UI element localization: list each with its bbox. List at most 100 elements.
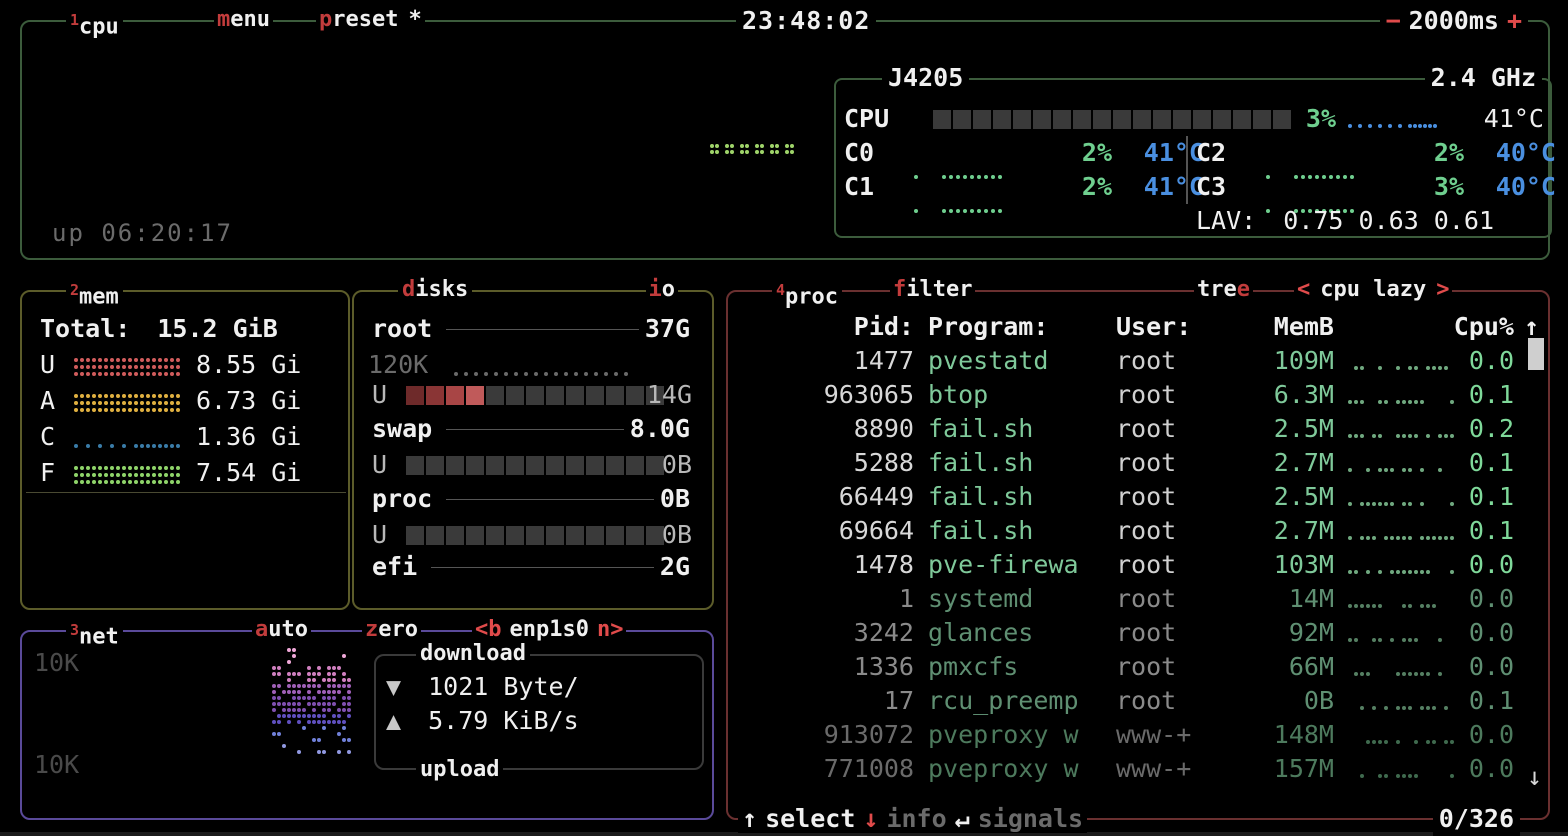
- disk-usage-block: [526, 386, 544, 405]
- disk-entry-header: proc 0B: [372, 482, 702, 516]
- row-mem: 0B: [1303, 686, 1334, 715]
- table-row[interactable]: 1477 pvestatd root 109M 0.0: [728, 344, 1548, 378]
- disk-name: proc: [372, 484, 433, 513]
- row-mem: 157M: [1273, 754, 1334, 783]
- row-cpu-graph: [1348, 536, 1456, 540]
- sort-prev-button[interactable]: <: [1297, 277, 1311, 302]
- col-header-user[interactable]: User:: [1116, 312, 1192, 341]
- disk-usage-block: [446, 386, 464, 405]
- net-auto-button[interactable]: auto: [252, 613, 311, 647]
- interval-decrease-button[interactable]: −: [1385, 6, 1401, 35]
- interface-selector[interactable]: <b enp1s0 n>: [472, 613, 627, 647]
- row-pid: 17: [883, 686, 914, 715]
- disk-entry-header: root 37G: [372, 312, 702, 346]
- select-down-icon[interactable]: ↓: [859, 804, 883, 833]
- net-scale-bottom: 10K: [34, 750, 80, 779]
- mem-row-value: 8.55 Gi: [196, 350, 302, 379]
- core-label: C0: [844, 138, 875, 167]
- core-percent: 2%: [1433, 138, 1464, 167]
- cpu-total-graph: [710, 144, 825, 156]
- filter-button[interactable]: filter: [890, 273, 976, 307]
- scroll-down-icon[interactable]: ↓: [1526, 762, 1542, 791]
- sort-selector[interactable]: < cpu lazy >: [1294, 273, 1453, 307]
- net-panel-title[interactable]: 3net: [66, 613, 123, 655]
- disk-usage-block: [486, 526, 504, 545]
- disk-usage-block: [586, 386, 604, 405]
- table-row[interactable]: 963065 btop root 6.3M 0.1: [728, 378, 1548, 412]
- col-header-mem[interactable]: MemB: [1273, 312, 1334, 341]
- info-button[interactable]: info: [882, 804, 951, 833]
- disks-panel-title[interactable]: disks: [398, 273, 473, 307]
- btop-root: 1cpu menu preset * 23:48:02 −2000ms + J420…: [8, 3, 1560, 836]
- table-row[interactable]: 17 rcu_preemp root 0B 0.1: [728, 684, 1548, 718]
- disk-rule: [446, 429, 624, 430]
- col-header-pid[interactable]: Pid:: [853, 312, 914, 341]
- table-row[interactable]: 66449 fail.sh root 2.5M 0.1: [728, 480, 1548, 514]
- table-row[interactable]: 1 systemd root 14M 0.0: [728, 582, 1548, 616]
- table-row[interactable]: 8890 fail.sh root 2.5M 0.2: [728, 412, 1548, 446]
- cpu-bar-block: [1013, 110, 1032, 129]
- mem-row-graph: [74, 353, 196, 379]
- disk-rule: [446, 499, 654, 500]
- table-row[interactable]: 69664 fail.sh root 2.7M 0.1: [728, 514, 1548, 548]
- interval-increase-button[interactable]: +: [1506, 6, 1522, 35]
- table-row[interactable]: 771008 pveproxy w www-+ 157M 0.0: [728, 752, 1548, 786]
- row-user: root: [1116, 346, 1177, 375]
- row-pid: 3242: [853, 618, 914, 647]
- table-row[interactable]: 5288 fail.sh root 2.7M 0.1: [728, 446, 1548, 480]
- preset-button[interactable]: preset *: [316, 3, 425, 37]
- row-program: pve-firewa: [928, 550, 1079, 579]
- sort-direction-icon[interactable]: ↑: [1524, 312, 1540, 341]
- proc-panel-title[interactable]: 4proc: [772, 273, 843, 315]
- row-cpu-graph: [1348, 366, 1456, 370]
- table-row[interactable]: 3242 glances root 92M 0.0: [728, 616, 1548, 650]
- col-header-program[interactable]: Program:: [928, 312, 1049, 341]
- row-user: root: [1116, 686, 1177, 715]
- row-pid: 66449: [838, 482, 914, 511]
- mem-row-value: 6.73 Gi: [196, 386, 302, 415]
- io-toggle-button[interactable]: io: [645, 273, 678, 307]
- menu-button[interactable]: menu: [214, 3, 273, 37]
- table-row[interactable]: 1478 pve-firewa root 103M 0.0: [728, 548, 1548, 582]
- disk-usage-block: [406, 526, 424, 545]
- row-cpu: 0.0: [1468, 584, 1514, 613]
- proc-scrollbar-thumb[interactable]: [1528, 338, 1544, 370]
- table-row[interactable]: 1336 pmxcfs root 66M 0.0: [728, 650, 1548, 684]
- sort-next-button[interactable]: >: [1436, 277, 1450, 302]
- cpu-bar-block: [973, 110, 992, 129]
- row-pid: 963065: [823, 380, 914, 409]
- mem-panel-title[interactable]: 2mem: [66, 273, 123, 315]
- interface-next-button[interactable]: n>: [596, 617, 624, 642]
- row-cpu: 0.0: [1468, 618, 1514, 647]
- col-header-cpu[interactable]: Cpu%: [1453, 312, 1514, 341]
- proc-scrollbar[interactable]: [1528, 338, 1544, 778]
- disk-name: efi: [372, 552, 418, 581]
- row-cpu: 0.1: [1468, 686, 1514, 715]
- table-row[interactable]: 913072 pveproxy w www-+ 148M 0.0: [728, 718, 1548, 752]
- row-pid: 1477: [853, 346, 914, 375]
- disk-usage-block: [586, 456, 604, 475]
- net-hotkey-num: 3: [70, 621, 80, 639]
- cpu-bar-block: [1033, 110, 1052, 129]
- row-user: root: [1116, 652, 1177, 681]
- disk-usage-block: [446, 456, 464, 475]
- tree-toggle-button[interactable]: tree: [1194, 273, 1253, 307]
- disk-usage-block: [646, 456, 664, 475]
- disk-size: 37G: [644, 314, 690, 343]
- cpu-total-temp: 41°C: [1483, 104, 1544, 133]
- net-zero-button[interactable]: zero: [362, 613, 421, 647]
- interval-value: 2000ms: [1408, 6, 1499, 35]
- signals-button[interactable]: signals: [973, 804, 1088, 833]
- row-cpu-graph: [1348, 434, 1456, 438]
- auto-label: uto: [268, 617, 308, 642]
- load-average-label: LAV:: [1196, 206, 1257, 235]
- row-cpu-graph: [1348, 638, 1456, 642]
- row-cpu-graph: [1348, 570, 1456, 574]
- cpu-panel-title[interactable]: 1cpu: [66, 3, 123, 45]
- select-up-icon[interactable]: ↑: [738, 804, 762, 833]
- row-pid: 913072: [823, 720, 914, 749]
- core-label: C1: [844, 172, 875, 201]
- mem-row-key: A: [40, 386, 56, 415]
- disk-usage-block: [526, 526, 544, 545]
- zero-hotkey: z: [365, 617, 379, 642]
